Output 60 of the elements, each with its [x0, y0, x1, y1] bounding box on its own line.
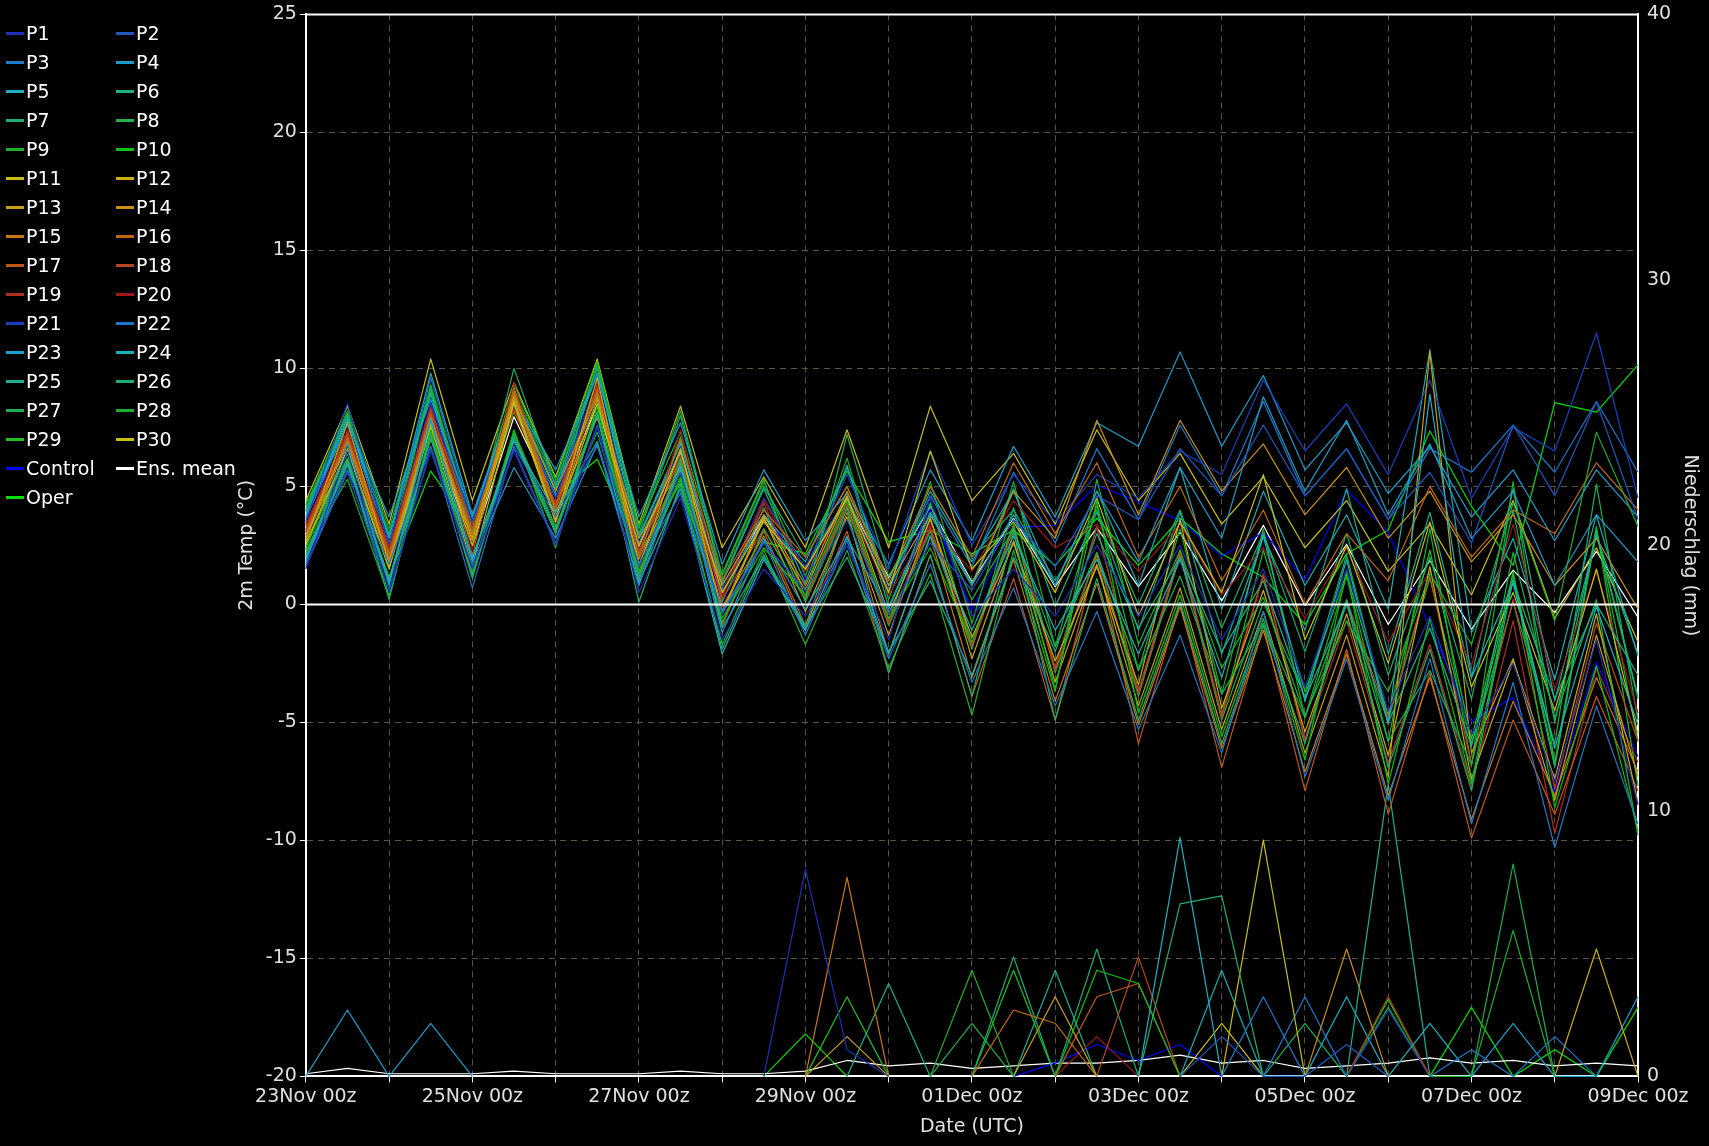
legend-label: P3 — [26, 51, 50, 73]
legend-label: P11 — [26, 167, 62, 189]
legend-label: P6 — [136, 80, 160, 102]
legend-label: P5 — [26, 80, 50, 102]
legend-label: P1 — [26, 22, 50, 44]
legend-label: P26 — [136, 370, 172, 392]
y2-tick-label: 10 — [1647, 797, 1672, 820]
x-tick-label: 29Nov 00z — [754, 1083, 857, 1106]
legend-label: P7 — [26, 109, 50, 131]
y-axis-title: 2m Temp (°C) — [234, 479, 257, 611]
x-tick-label: 27Nov 00z — [588, 1083, 690, 1106]
x-tick-label: 23Nov 00z — [255, 1083, 357, 1106]
y-tick-label: 20 — [272, 119, 297, 142]
y2-axis-title: Niederschlag (mm) — [1680, 454, 1703, 637]
y-tick-label: -15 — [265, 945, 297, 968]
legend-label: P29 — [26, 428, 62, 450]
y-tick-label: 15 — [272, 237, 297, 260]
legend-label: P21 — [26, 312, 62, 334]
legend-label: P9 — [26, 138, 50, 160]
y-tick-label: 25 — [272, 1, 297, 24]
legend-label: P16 — [136, 225, 172, 247]
y-tick-label: 5 — [284, 473, 297, 496]
legend-label: P22 — [136, 312, 172, 334]
legend-label: P15 — [26, 225, 62, 247]
x-tick-label: 05Dec 00z — [1254, 1083, 1356, 1106]
legend-label: P18 — [136, 254, 172, 276]
y-tick-label: -20 — [265, 1063, 297, 1086]
legend-label: P10 — [136, 138, 172, 160]
y2-tick-label: 20 — [1647, 532, 1672, 555]
legend-label: Ens. mean — [136, 457, 236, 479]
legend-label: P25 — [26, 370, 62, 392]
legend-label: P28 — [136, 399, 172, 421]
y2-tick-label: 40 — [1647, 1, 1672, 24]
legend-label: P23 — [26, 341, 62, 363]
y-tick-label: -10 — [265, 827, 297, 850]
legend-label: P8 — [136, 109, 160, 131]
y2-tick-label: 30 — [1647, 266, 1672, 289]
legend-label: P2 — [136, 22, 160, 44]
legend-label: P27 — [26, 399, 62, 421]
legend-label: P17 — [26, 254, 62, 276]
y2-tick-label: 0 — [1647, 1063, 1660, 1086]
x-tick-label: 07Dec 00z — [1420, 1083, 1523, 1106]
y-tick-label: 0 — [284, 591, 297, 614]
x-axis-title: Date (UTC) — [919, 1113, 1024, 1136]
x-tick-label: 09Dec 00z — [1587, 1083, 1689, 1106]
legend-label: P13 — [26, 196, 62, 218]
legend-label: P4 — [136, 51, 160, 73]
legend-label: P12 — [136, 167, 172, 189]
legend-label: P14 — [136, 196, 172, 218]
legend-label: Control — [26, 457, 95, 479]
x-tick-label: 25Nov 00z — [421, 1083, 524, 1106]
x-tick-label: 03Dec 00z — [1087, 1083, 1190, 1106]
legend-label: P30 — [136, 428, 172, 450]
x-tick-label: 01Dec 00z — [921, 1083, 1023, 1106]
legend-label: P19 — [26, 283, 62, 305]
legend-label: Oper — [26, 486, 73, 508]
legend-label: P20 — [136, 283, 172, 305]
legend-label: P24 — [136, 341, 172, 363]
y-tick-label: -5 — [277, 709, 297, 732]
y-tick-label: 10 — [272, 355, 297, 378]
